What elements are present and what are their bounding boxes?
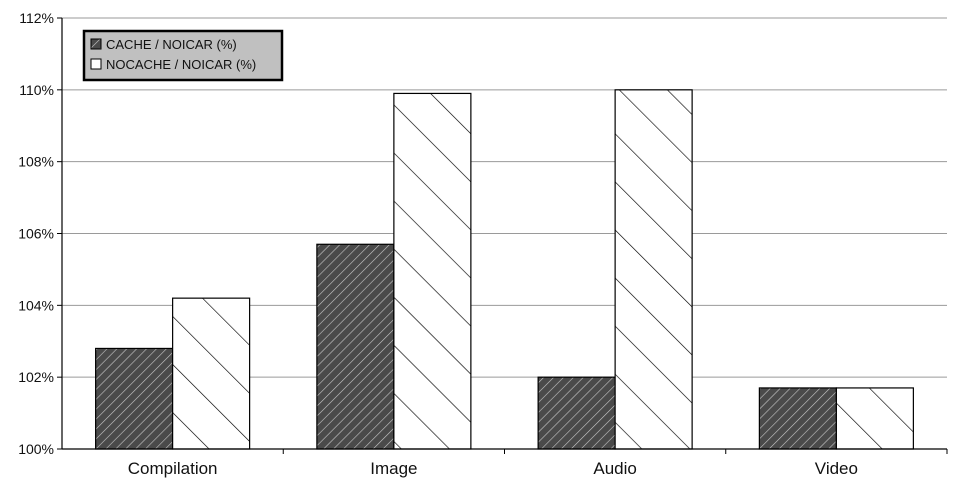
x-category-label: Image [370,459,417,478]
bars [95,89,914,450]
legend-swatch-nocache [90,58,102,70]
bar-cache-compilation [95,347,174,450]
y-tick-label: 100% [18,441,54,457]
y-tick-label: 108% [18,154,54,170]
legend-label: NOCACHE / NOICAR (%) [106,57,256,72]
x-axis-labels: Compilation Image Audio Video [128,459,858,478]
legend-box [82,29,284,82]
x-category-label: Compilation [128,459,218,478]
bar-cache-video [758,387,837,450]
bar-nocache-video [835,387,914,450]
y-axis-ticks: 100% 102% 104% 106% 108% 110% 112% [18,10,62,457]
axes [61,18,948,454]
legend-swatch-cache [90,38,102,50]
bar-nocache-compilation [172,297,251,450]
x-category-label: Video [815,459,858,478]
bar-cache-image [316,243,395,450]
legend: CACHE / NOICAR (%) NOCACHE / NOICAR (%) [82,29,284,82]
y-tick-label: 112% [19,10,54,26]
legend-label: CACHE / NOICAR (%) [106,37,237,52]
bar-nocache-image [393,92,472,450]
bar-cache-audio [537,376,616,450]
x-category-label: Audio [593,459,636,478]
y-tick-label: 106% [18,226,54,242]
y-tick-label: 104% [18,297,54,313]
y-tick-label: 110% [19,82,54,98]
bar-nocache-audio [614,89,693,450]
y-tick-label: 102% [18,369,54,385]
